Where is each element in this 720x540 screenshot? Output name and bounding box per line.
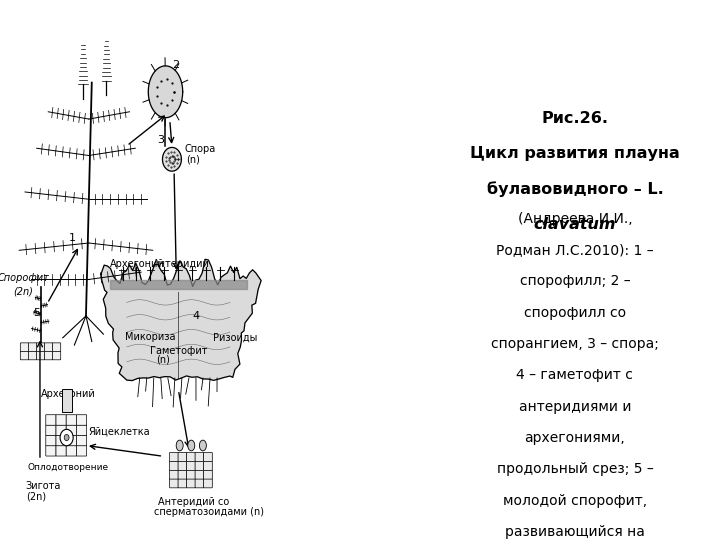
- Text: антеридиями и: антеридиями и: [518, 400, 631, 414]
- FancyBboxPatch shape: [170, 470, 179, 479]
- Text: 4: 4: [192, 310, 199, 321]
- FancyBboxPatch shape: [204, 453, 212, 462]
- Text: сперматозоидами (n): сперматозоидами (n): [154, 507, 264, 517]
- FancyBboxPatch shape: [170, 478, 179, 488]
- FancyBboxPatch shape: [37, 343, 45, 352]
- FancyBboxPatch shape: [186, 453, 195, 462]
- FancyBboxPatch shape: [56, 415, 66, 426]
- FancyBboxPatch shape: [76, 425, 86, 435]
- FancyBboxPatch shape: [45, 343, 53, 352]
- FancyBboxPatch shape: [46, 435, 56, 446]
- Text: 2: 2: [172, 59, 179, 70]
- FancyBboxPatch shape: [66, 435, 76, 446]
- FancyBboxPatch shape: [56, 446, 66, 456]
- FancyBboxPatch shape: [20, 343, 29, 352]
- FancyBboxPatch shape: [76, 415, 86, 426]
- Polygon shape: [148, 66, 183, 118]
- FancyBboxPatch shape: [66, 446, 76, 456]
- Text: Оплодотворение: Оплодотворение: [28, 463, 109, 472]
- FancyBboxPatch shape: [186, 470, 195, 479]
- Text: спорофилл; 2 –: спорофилл; 2 –: [520, 274, 630, 288]
- FancyBboxPatch shape: [178, 453, 186, 462]
- FancyBboxPatch shape: [37, 351, 45, 360]
- Text: спорофилл со: спорофилл со: [524, 306, 626, 320]
- FancyBboxPatch shape: [66, 425, 76, 435]
- Circle shape: [64, 435, 69, 441]
- Ellipse shape: [188, 440, 195, 451]
- Text: Спора: Спора: [185, 144, 216, 154]
- FancyBboxPatch shape: [20, 351, 29, 360]
- FancyBboxPatch shape: [56, 425, 66, 435]
- Text: Зигота: Зигота: [26, 481, 61, 491]
- FancyBboxPatch shape: [195, 478, 204, 488]
- FancyBboxPatch shape: [186, 461, 195, 470]
- FancyBboxPatch shape: [204, 461, 212, 470]
- FancyBboxPatch shape: [56, 435, 66, 446]
- FancyBboxPatch shape: [62, 389, 71, 412]
- Text: Антеридий: Антеридий: [153, 259, 210, 269]
- Text: (n): (n): [156, 355, 170, 365]
- FancyBboxPatch shape: [178, 478, 186, 488]
- FancyBboxPatch shape: [46, 425, 56, 435]
- FancyBboxPatch shape: [178, 470, 186, 479]
- Text: архегониями,: архегониями,: [525, 431, 625, 445]
- FancyBboxPatch shape: [66, 415, 76, 426]
- Text: 5: 5: [34, 308, 40, 318]
- FancyBboxPatch shape: [204, 470, 212, 479]
- Text: Родман Л.С.2010): 1 –: Родман Л.С.2010): 1 –: [496, 243, 654, 257]
- FancyBboxPatch shape: [45, 351, 53, 360]
- FancyBboxPatch shape: [195, 470, 204, 479]
- FancyBboxPatch shape: [178, 461, 186, 470]
- FancyBboxPatch shape: [195, 461, 204, 470]
- Polygon shape: [163, 147, 181, 171]
- Polygon shape: [109, 280, 247, 289]
- Polygon shape: [101, 259, 261, 381]
- Text: clavatum: clavatum: [534, 217, 616, 232]
- FancyBboxPatch shape: [186, 478, 195, 488]
- Text: молодой спорофит,: молодой спорофит,: [503, 494, 647, 508]
- Text: 1: 1: [68, 233, 76, 242]
- Text: Микориза: Микориза: [125, 332, 175, 342]
- Text: развивающийся на: развивающийся на: [505, 525, 645, 539]
- FancyBboxPatch shape: [46, 446, 56, 456]
- FancyBboxPatch shape: [28, 351, 37, 360]
- Text: спорангием, 3 – спора;: спорангием, 3 – спора;: [491, 337, 659, 351]
- Text: Архегоний: Архегоний: [41, 389, 96, 399]
- Text: (n): (n): [186, 154, 200, 164]
- Text: (2n): (2n): [14, 286, 34, 296]
- Text: (Андреева И.И.,: (Андреева И.И.,: [518, 212, 632, 226]
- Text: Цикл развития плауна: Цикл развития плауна: [470, 146, 680, 161]
- Text: Рис.26.: Рис.26.: [541, 111, 608, 126]
- Text: 3: 3: [157, 135, 164, 145]
- FancyBboxPatch shape: [204, 478, 212, 488]
- FancyBboxPatch shape: [28, 343, 37, 352]
- Text: Архегоний: Архегоний: [109, 259, 164, 269]
- FancyBboxPatch shape: [53, 351, 60, 360]
- Text: продольный срез; 5 –: продольный срез; 5 –: [497, 462, 653, 476]
- Text: Антеридий со: Антеридий со: [158, 497, 230, 507]
- FancyBboxPatch shape: [46, 415, 56, 426]
- Text: Ризоиды: Ризоиды: [213, 332, 257, 342]
- Text: Гаметофит: Гаметофит: [150, 346, 208, 356]
- Text: 4 – гаметофит с: 4 – гаметофит с: [516, 368, 634, 382]
- FancyBboxPatch shape: [170, 461, 179, 470]
- FancyBboxPatch shape: [195, 453, 204, 462]
- FancyBboxPatch shape: [53, 343, 60, 352]
- Ellipse shape: [176, 440, 183, 451]
- Ellipse shape: [199, 440, 207, 451]
- FancyBboxPatch shape: [76, 446, 86, 456]
- Text: Спорофит: Спорофит: [0, 273, 50, 283]
- Text: (2n): (2n): [26, 491, 46, 502]
- FancyBboxPatch shape: [76, 435, 86, 446]
- Text: булавовидного – L.: булавовидного – L.: [487, 181, 663, 197]
- FancyBboxPatch shape: [170, 453, 179, 462]
- Text: Яйцеклетка: Яйцеклетка: [88, 427, 150, 437]
- Circle shape: [60, 429, 73, 445]
